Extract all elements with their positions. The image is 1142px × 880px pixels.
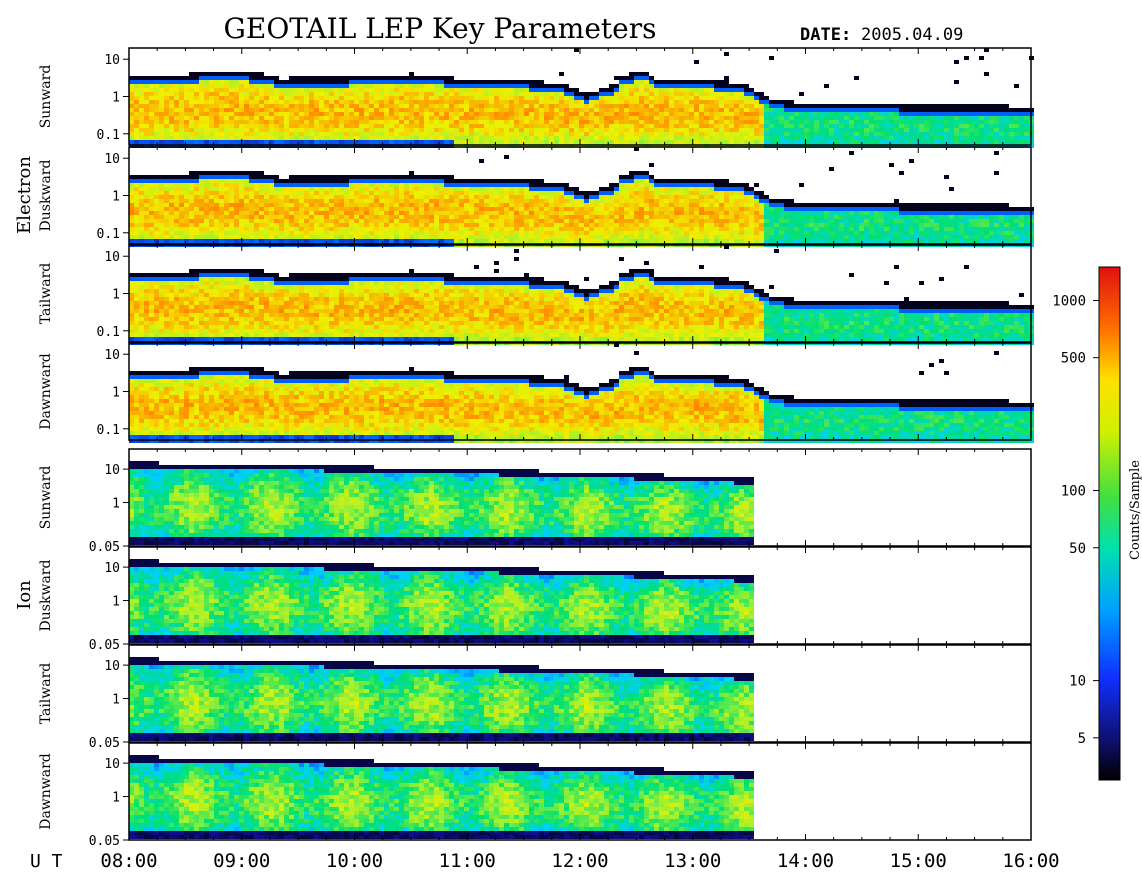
ytick-label-electron-sunward-0: 10 — [104, 53, 120, 68]
time-tick-label-5: 13:00 — [664, 850, 721, 872]
panel-ion-dawnward: 10 1 0.05 Dawnward — [38, 742, 1032, 849]
ytick-label-ion-sunward-1: 1 — [112, 497, 120, 512]
panel-label-electron-sunward: Sunward — [38, 65, 54, 129]
panel-label-ion-dawnward: Dawnward — [38, 753, 54, 830]
time-tick-label-1: 09:00 — [213, 850, 270, 872]
group-label-electron: Electron — [14, 156, 35, 234]
date-label: DATE: — [800, 25, 851, 45]
heatmap-electron-dawnward — [129, 343, 1034, 443]
panel-ion-duskward: 10 1 0.05 Duskward — [38, 546, 1032, 653]
colorbar-label: Counts/Sample — [1128, 460, 1142, 560]
ytick-label-electron-duskward-2: 0.1 — [97, 227, 120, 242]
ytick-label-ion-duskward-2: 0.05 — [89, 638, 120, 653]
ytick-label-ion-duskward-0: 10 — [104, 561, 120, 576]
panel-ion-sunward: 10 1 0.05 Sunward — [38, 448, 1032, 555]
panel-ion-tailward: 10 1 0.05 Tailward — [38, 644, 1032, 751]
ytick-label-ion-sunward-0: 10 — [104, 463, 120, 478]
heatmap-ion-duskward — [129, 559, 754, 643]
time-tick-label-7: 15:00 — [890, 850, 947, 872]
date-value: 2005.04.09 — [861, 25, 963, 45]
panel-label-electron-duskward: Duskward — [38, 160, 54, 232]
colorbar-tick-label-2: 50 — [1069, 541, 1086, 557]
time-tick-label-3: 11:00 — [439, 850, 496, 872]
time-tick-label-4: 12:00 — [551, 850, 608, 872]
panel-label-electron-tailward: Tailward — [38, 263, 54, 325]
ytick-label-electron-sunward-1: 1 — [112, 91, 120, 106]
heatmap-electron-duskward — [129, 147, 1034, 247]
heatmap-ion-sunward — [129, 461, 754, 545]
group-label-ion: Ion — [14, 580, 35, 610]
panels-layer: 10 1 0.1 Sunward 10 1 0.1 Duskward 10 1 0.1 Tailwar… — [38, 47, 1034, 849]
ytick-label-ion-tailward-2: 0.05 — [89, 736, 120, 751]
heatmap-electron-sunward — [129, 48, 1034, 148]
time-tick-label-0: 08:00 — [100, 850, 157, 872]
time-axis: U T 08:00 09:00 10:00 11:00 12:00 13:00 14:00 1… — [30, 850, 1060, 872]
ytick-label-electron-duskward-0: 10 — [104, 152, 120, 167]
ytick-label-ion-dawnward-0: 10 — [104, 757, 120, 772]
heatmap-ion-dawnward — [129, 755, 754, 839]
ytick-label-electron-dawnward-2: 0.1 — [97, 423, 120, 438]
panel-electron-sunward: 10 1 0.1 Sunward — [38, 47, 1034, 148]
ytick-label-ion-dawnward-1: 1 — [112, 791, 120, 806]
ytick-label-ion-dawnward-2: 0.05 — [89, 834, 120, 849]
time-tick-label-8: 16:00 — [1002, 850, 1059, 872]
heatmap-electron-tailward — [129, 245, 1034, 345]
time-tick-label-2: 10:00 — [326, 850, 383, 872]
ytick-label-electron-sunward-2: 0.1 — [97, 128, 120, 143]
ytick-label-electron-duskward-1: 1 — [112, 190, 120, 205]
time-tick-label-6: 14:00 — [777, 850, 834, 872]
panel-label-electron-dawnward: Dawnward — [38, 353, 54, 430]
ytick-label-electron-dawnward-0: 10 — [104, 348, 120, 363]
panel-label-ion-duskward: Duskward — [38, 560, 54, 632]
ytick-label-electron-tailward-2: 0.1 — [97, 325, 120, 340]
colorbar: Counts/Sample 5 10 50 100 500 1000 — [1052, 266, 1142, 781]
ytick-label-ion-duskward-1: 1 — [112, 595, 120, 610]
colorbar-gradient — [1098, 266, 1121, 781]
colorbar-tick-label-5: 1000 — [1052, 293, 1086, 309]
ytick-label-ion-tailward-0: 10 — [104, 659, 120, 674]
ytick-label-electron-dawnward-1: 1 — [112, 386, 120, 401]
panel-label-ion-sunward: Sunward — [38, 466, 54, 530]
panel-electron-dawnward: 10 1 0.1 Dawnward — [38, 342, 1034, 443]
ytick-label-ion-sunward-2: 0.05 — [89, 540, 120, 555]
colorbar-tick-label-1: 10 — [1069, 674, 1086, 690]
ut-label: U T — [30, 851, 63, 872]
panel-electron-tailward: 10 1 0.1 Tailward — [38, 244, 1034, 345]
ytick-label-ion-tailward-1: 1 — [112, 693, 120, 708]
panel-electron-duskward: 10 1 0.1 Duskward — [38, 146, 1034, 247]
panel-label-ion-tailward: Tailward — [38, 663, 54, 725]
ytick-label-electron-tailward-1: 1 — [112, 288, 120, 303]
colorbar-tick-label-3: 100 — [1061, 484, 1086, 500]
ytick-label-electron-tailward-0: 10 — [104, 250, 120, 265]
heatmap-ion-tailward — [129, 657, 754, 741]
colorbar-tick-label-0: 5 — [1078, 731, 1086, 747]
chart-title: GEOTAIL LEP Key Parameters — [224, 12, 657, 45]
colorbar-tick-label-4: 500 — [1061, 351, 1086, 367]
